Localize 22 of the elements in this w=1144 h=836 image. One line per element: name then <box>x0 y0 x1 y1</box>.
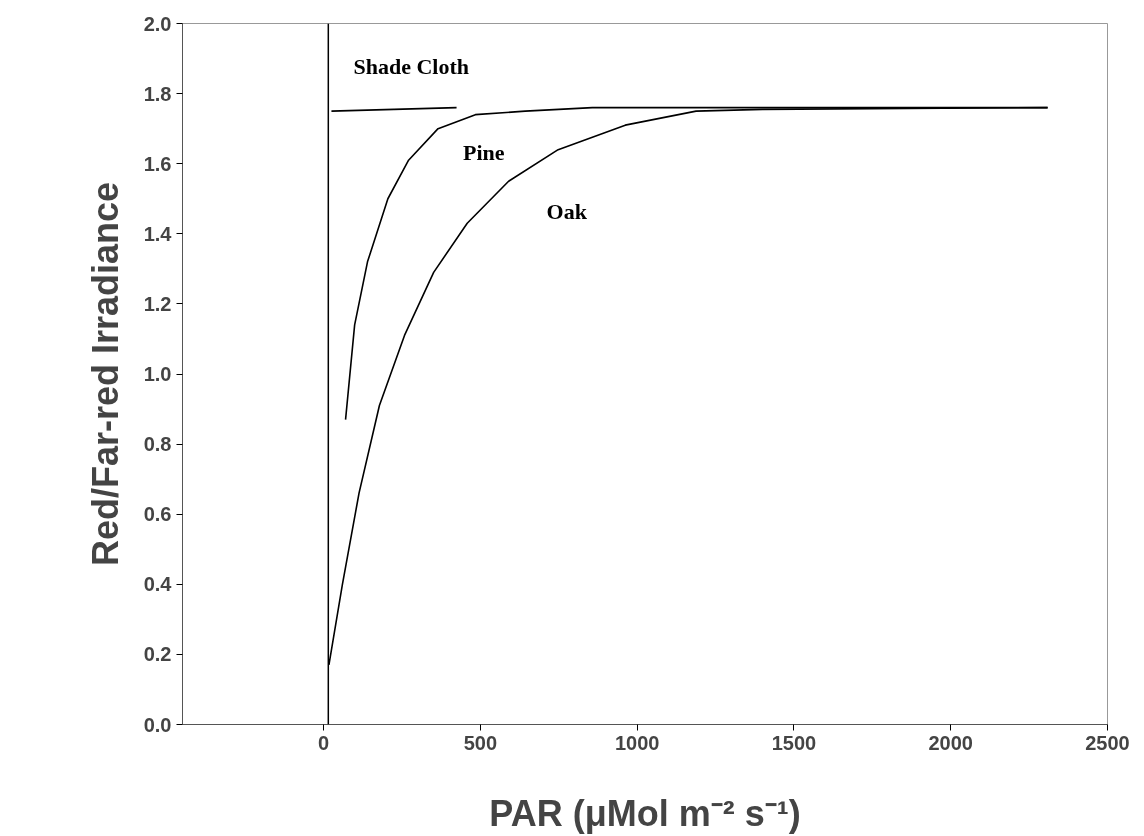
x-tick-label: 1000 <box>614 731 660 754</box>
x-tick-label: 2000 <box>928 731 973 754</box>
y-tick-label: 0.0 <box>143 713 172 736</box>
x-tick-label: 2500 <box>1085 731 1130 754</box>
x-tick-label: 500 <box>463 731 498 754</box>
x-axis-title: PAR (μMol m⁻² s⁻¹) <box>489 792 801 834</box>
y-axis-title: Red/Far-red Irradiance <box>84 181 126 567</box>
series-label: Oak <box>546 198 588 224</box>
x-tick-label: 1500 <box>771 731 817 754</box>
series-label: Pine <box>463 140 505 166</box>
y-tick-label: 1.2 <box>143 292 172 315</box>
y-tick-label: 0.2 <box>143 643 172 666</box>
y-tick-label: 0.6 <box>143 503 172 526</box>
y-tick-label: 0.8 <box>143 433 172 456</box>
x-tick-label: 0 <box>318 731 330 754</box>
y-tick-label: 1.8 <box>143 82 172 105</box>
y-tick-label: 1.0 <box>143 363 172 385</box>
y-tick-label: 1.6 <box>143 152 172 175</box>
y-tick-label: 0.4 <box>143 573 173 596</box>
y-tick-label: 2.0 <box>143 12 172 35</box>
y-tick-label: 1.4 <box>143 222 173 245</box>
series-label: Shade Cloth <box>353 53 469 79</box>
